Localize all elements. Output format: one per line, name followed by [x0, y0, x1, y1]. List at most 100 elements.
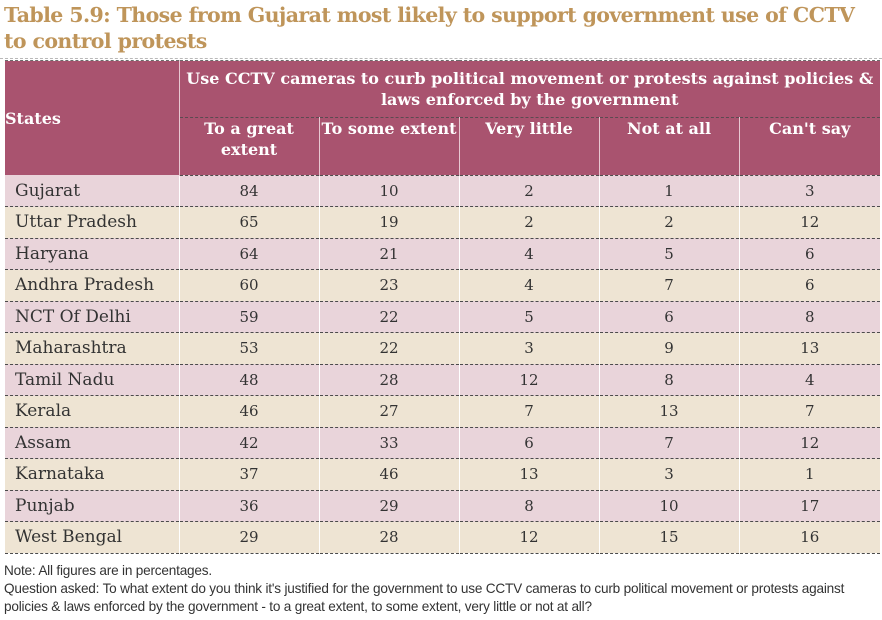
value-cell: 7: [738, 395, 881, 428]
value-cell: 8: [738, 301, 881, 333]
state-name-cell: Uttar Pradesh: [5, 206, 179, 239]
value-cell: 7: [458, 395, 599, 428]
value-cell: 28: [318, 521, 459, 554]
value-cell: 10: [598, 490, 739, 522]
value-cell: 84: [178, 175, 319, 207]
table-row: Gujarat 84 10 2 1 3: [5, 175, 881, 207]
value-cell: 4: [458, 269, 599, 302]
value-cell: 28: [318, 364, 459, 396]
table-row: Maharashtra 53 22 3 9 13: [5, 332, 881, 365]
value-cell: 19: [318, 206, 459, 239]
value-cell: 65: [178, 206, 319, 239]
note-text: Note: All figures are in percentages.: [4, 563, 212, 578]
value-cell: 17: [738, 490, 881, 522]
value-cell: 7: [598, 427, 739, 459]
table-row: Assam 42 33 6 7 12: [5, 427, 881, 459]
column-header-some-extent: To some extent: [318, 117, 459, 176]
question-text: Question asked: To what extent do you th…: [4, 581, 845, 614]
value-cell: 42: [178, 427, 319, 459]
value-cell: 13: [738, 332, 881, 365]
header-row-columns: To a great extent To some extent Very li…: [5, 117, 881, 176]
value-cell: 1: [598, 175, 739, 207]
table-row: Kerala 46 27 7 13 7: [5, 395, 881, 428]
column-header-very-little: Very little: [458, 117, 599, 176]
value-cell: 21: [318, 238, 459, 270]
value-cell: 6: [598, 301, 739, 333]
value-cell: 37: [178, 458, 319, 491]
state-name-cell: Haryana: [5, 238, 179, 270]
value-cell: 7: [598, 269, 739, 302]
state-name-cell: Assam: [5, 427, 179, 459]
value-cell: 6: [458, 427, 599, 459]
value-cell: 22: [318, 332, 459, 365]
table-row: Tamil Nadu 48 28 12 8 4: [5, 364, 881, 396]
header-row-group: States Use CCTV cameras to curb politica…: [5, 59, 881, 175]
value-cell: 46: [178, 395, 319, 428]
value-cell: 3: [458, 332, 599, 365]
value-cell: 33: [318, 427, 459, 459]
state-name-cell: Karnataka: [5, 458, 179, 491]
value-cell: 46: [318, 458, 459, 491]
value-cell: 2: [458, 206, 599, 239]
value-cell: 15: [598, 521, 739, 554]
value-cell: 22: [318, 301, 459, 333]
value-cell: 29: [318, 490, 459, 522]
value-cell: 27: [318, 395, 459, 428]
state-name-cell: Maharashtra: [5, 332, 179, 365]
table-row: West Bengal 29 28 12 15 16: [5, 521, 881, 554]
state-name-cell: Andhra Pradesh: [5, 269, 179, 302]
table-title: Table 5.9: Those from Gujarat most likel…: [4, 3, 855, 53]
column-header-not-at-all: Not at all: [598, 117, 739, 176]
value-cell: 2: [458, 175, 599, 207]
column-header-cant-say: Can't say: [738, 117, 881, 176]
state-name-cell: West Bengal: [5, 521, 179, 554]
value-cell: 12: [738, 206, 881, 239]
notes: Note: All figures are in percentages. Qu…: [4, 562, 882, 616]
state-name-cell: Tamil Nadu: [5, 364, 179, 396]
value-cell: 1: [738, 458, 881, 491]
value-cell: 3: [738, 175, 881, 207]
value-cell: 12: [458, 364, 599, 396]
cctv-support-table: States Use CCTV cameras to curb politica…: [5, 59, 881, 554]
table-row: Andhra Pradesh 60 23 4 7 6: [5, 269, 881, 302]
value-cell: 4: [458, 238, 599, 270]
value-cell: 12: [738, 427, 881, 459]
value-cell: 2: [598, 206, 739, 239]
table-row: Haryana 64 21 4 5 6: [5, 238, 881, 270]
value-cell: 48: [178, 364, 319, 396]
value-cell: 12: [458, 521, 599, 554]
table-row: Karnataka 37 46 13 3 1: [5, 458, 881, 491]
state-name-cell: Punjab: [5, 490, 179, 522]
group-column-header: Use CCTV cameras to curb political movem…: [178, 59, 881, 119]
value-cell: 8: [458, 490, 599, 522]
value-cell: 9: [598, 332, 739, 365]
state-name-cell: Gujarat: [5, 175, 179, 207]
value-cell: 4: [738, 364, 881, 396]
value-cell: 23: [318, 269, 459, 302]
value-cell: 13: [458, 458, 599, 491]
value-cell: 6: [738, 269, 881, 302]
value-cell: 5: [458, 301, 599, 333]
value-cell: 3: [598, 458, 739, 491]
column-header-great-extent: To a great extent: [178, 117, 319, 176]
table-body: Gujarat 84 10 2 1 3 Uttar Pradesh 65 19 2 2 12 Harya…: [5, 175, 881, 554]
value-cell: 10: [318, 175, 459, 207]
title-divider: [0, 58, 882, 59]
value-cell: 5: [598, 238, 739, 270]
value-cell: 64: [178, 238, 319, 270]
value-cell: 53: [178, 332, 319, 365]
value-cell: 59: [178, 301, 319, 333]
table-row: Punjab 36 29 8 10 17: [5, 490, 881, 522]
value-cell: 36: [178, 490, 319, 522]
value-cell: 16: [738, 521, 881, 554]
state-name-cell: NCT Of Delhi: [5, 301, 179, 333]
states-column-header: States: [5, 60, 179, 175]
table-row: Uttar Pradesh 65 19 2 2 12: [5, 206, 881, 239]
value-cell: 60: [178, 269, 319, 302]
value-cell: 8: [598, 364, 739, 396]
value-cell: 29: [178, 521, 319, 554]
table-row: NCT Of Delhi 59 22 5 6 8: [5, 301, 881, 333]
value-cell: 13: [598, 395, 739, 428]
value-cell: 6: [738, 238, 881, 270]
state-name-cell: Kerala: [5, 395, 179, 428]
